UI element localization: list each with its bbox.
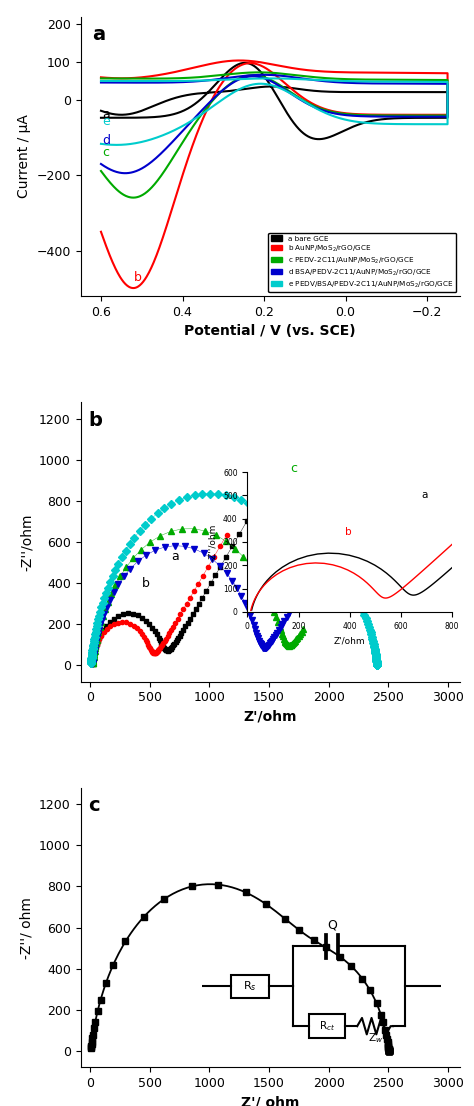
X-axis label: Z'/ ohm: Z'/ ohm <box>241 1096 300 1106</box>
X-axis label: Z'/ohm: Z'/ohm <box>244 710 297 724</box>
Text: d: d <box>102 134 110 147</box>
Text: d: d <box>319 493 327 505</box>
Text: e: e <box>418 487 426 500</box>
Text: a: a <box>102 107 110 121</box>
Text: a: a <box>171 551 179 563</box>
Text: e: e <box>102 115 110 128</box>
Legend: a bare GCE, b AuNP/MoS$_2$/rGO/GCE, c PEDV-2C11/AuNP/MoS$_2$/rGO/GCE, d BSA/PEDV: a bare GCE, b AuNP/MoS$_2$/rGO/GCE, c PE… <box>268 232 456 292</box>
Text: b: b <box>141 577 149 591</box>
X-axis label: Potential / V (vs. SCE): Potential / V (vs. SCE) <box>184 324 356 338</box>
Text: c: c <box>102 146 109 158</box>
Text: b: b <box>134 271 141 284</box>
Y-axis label: Current / μA: Current / μA <box>17 114 31 198</box>
Y-axis label: -Z''/ ohm: -Z''/ ohm <box>19 897 34 959</box>
Text: a: a <box>92 25 105 44</box>
Text: b: b <box>88 410 102 429</box>
Text: c: c <box>291 462 298 476</box>
Y-axis label: -Z''/ohm: -Z''/ohm <box>19 513 34 571</box>
Text: c: c <box>88 796 100 815</box>
